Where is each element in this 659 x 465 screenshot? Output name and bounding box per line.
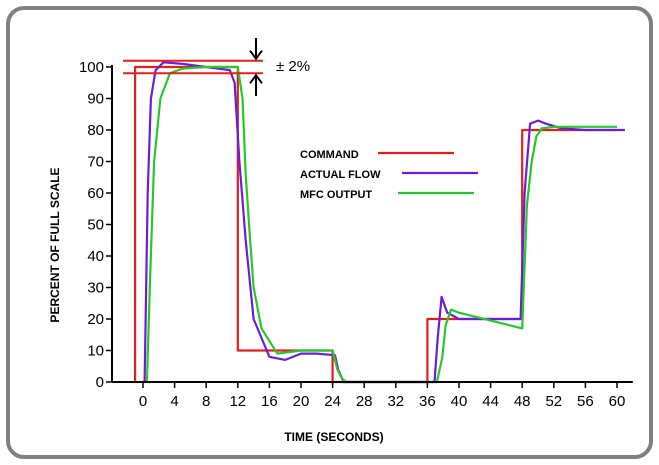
x-tick-label: 8 [202, 393, 210, 410]
y-tick-label: 30 [87, 280, 104, 297]
x-tick-label: 32 [387, 393, 404, 410]
x-tick-label: 28 [356, 393, 373, 410]
legend-label: COMMAND [300, 149, 359, 161]
y-tick-label: 100 [79, 59, 104, 76]
y-tick-label: 70 [87, 154, 104, 171]
y-axis-title: PERCENT OF FULL SCALE [48, 167, 62, 322]
x-tick-label: 48 [514, 393, 531, 410]
y-tick-label: 10 [87, 343, 104, 360]
x-tick-label: 44 [482, 393, 499, 410]
x-tick-label: 24 [324, 393, 341, 410]
y-tick-label: 90 [87, 91, 104, 108]
tolerance-annotation: ± 2% [123, 38, 310, 96]
x-tick-label: 12 [229, 393, 246, 410]
tolerance-arrow-down-head [249, 50, 263, 61]
x-tick-label: 36 [419, 393, 436, 410]
x-tick-label: 16 [261, 393, 278, 410]
tolerance-arrow-up-head [249, 73, 263, 84]
tolerance-label: ± 2% [276, 58, 310, 75]
x-tick-label: 0 [139, 393, 147, 410]
legend-label: MFC OUTPUT [300, 189, 372, 201]
x-tick-label: 60 [609, 393, 626, 410]
y-tick-label: 80 [87, 122, 104, 139]
y-tick-label: 20 [87, 311, 104, 328]
chart-border [6, 6, 653, 459]
x-tick-label: 56 [577, 393, 594, 410]
x-tick-label: 40 [451, 393, 468, 410]
x-tick-label: 20 [293, 393, 310, 410]
y-tick-label: 50 [87, 217, 104, 234]
y-tick-label: 40 [87, 248, 104, 265]
series-line-mfc-output [145, 65, 617, 384]
legend-label: ACTUAL FLOW [300, 169, 381, 181]
y-tick-label: 60 [87, 185, 104, 202]
x-axis-title: TIME (SECONDS) [284, 430, 383, 444]
y-tick-label: 0 [96, 374, 104, 391]
legend: COMMAND ACTUAL FLOW MFC OUTPUT [300, 149, 478, 201]
x-tick-label: 52 [545, 393, 562, 410]
x-tick-label: 4 [170, 393, 178, 410]
